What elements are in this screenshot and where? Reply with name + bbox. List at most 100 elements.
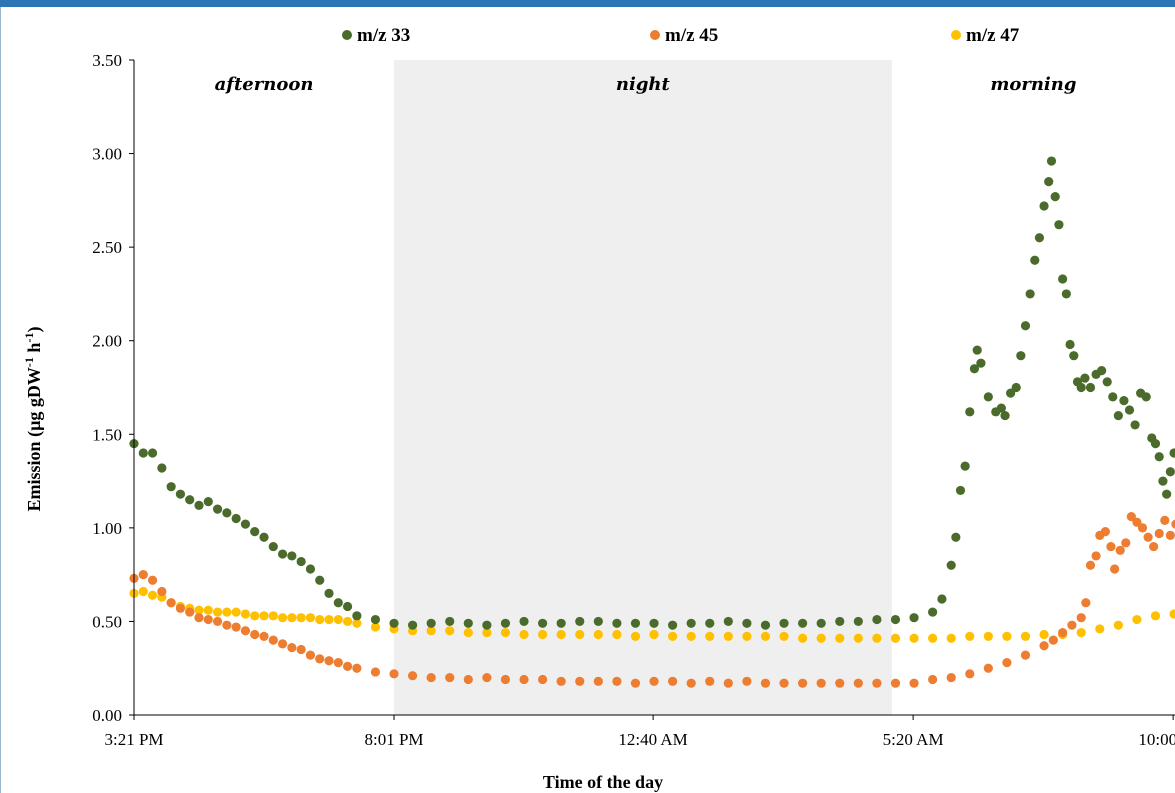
y-tick-label: 2.50 [92, 238, 122, 257]
data-point [407, 620, 418, 630]
data-point [342, 601, 353, 612]
data-point [1121, 538, 1131, 548]
data-point [1162, 489, 1172, 499]
data-point [946, 560, 956, 570]
data-point [742, 618, 752, 628]
y-axis-title-sup2: -1 [22, 333, 36, 343]
data-point [937, 594, 947, 604]
legend-marker-mz33 [342, 30, 352, 40]
data-point [1065, 339, 1075, 350]
series-m-z-33 [129, 156, 1175, 630]
data-point [686, 678, 696, 688]
data-point [519, 629, 529, 640]
data-point [1113, 410, 1123, 421]
data-point [222, 508, 232, 518]
data-point [1097, 366, 1107, 376]
data-point [951, 532, 961, 542]
data-point [630, 618, 641, 628]
data-point [342, 616, 353, 627]
data-point [1002, 658, 1012, 668]
data-point [175, 489, 186, 499]
data-point [537, 629, 548, 640]
x-tick-label: 10:00 AM [1138, 730, 1175, 749]
data-point [798, 618, 808, 628]
data-point [946, 672, 956, 683]
legend-marker-mz45 [650, 30, 660, 40]
data-point [185, 495, 195, 505]
data-point [1020, 650, 1031, 660]
data-point [222, 620, 232, 630]
data-point [1067, 620, 1077, 630]
data-point [250, 527, 260, 537]
data-point [1100, 527, 1110, 537]
period-label-morning: morning [990, 74, 1076, 95]
data-point [324, 656, 334, 666]
data-point [426, 672, 436, 683]
data-point [816, 618, 826, 628]
data-point [268, 541, 278, 552]
data-point [1119, 396, 1129, 406]
data-point [138, 570, 148, 580]
data-point [1165, 530, 1175, 540]
data-point [1108, 392, 1118, 402]
data-point [835, 616, 845, 627]
data-point [240, 626, 251, 636]
data-point [928, 633, 938, 643]
data-point [1115, 545, 1125, 555]
data-point [779, 631, 789, 642]
y-axis-title-sup1: -1 [22, 357, 36, 367]
data-point [1025, 289, 1035, 299]
data-point [983, 392, 993, 402]
data-point [138, 586, 148, 597]
data-point [798, 633, 808, 643]
data-point [969, 364, 980, 374]
data-point [259, 611, 269, 621]
data-point [1050, 192, 1060, 202]
period-label-night: night [616, 74, 671, 95]
data-point [742, 631, 752, 642]
data-point [1158, 476, 1168, 486]
y-axis-title: Emission (µg gDW-1 h-1) [22, 327, 45, 512]
data-point [760, 620, 771, 630]
data-point [1039, 629, 1049, 640]
data-point [1169, 609, 1175, 619]
data-point [500, 674, 511, 685]
data-point [296, 556, 306, 567]
data-point [212, 616, 223, 627]
data-point [575, 629, 585, 640]
data-point [352, 618, 362, 628]
data-point [668, 620, 678, 630]
data-point [482, 620, 492, 630]
data-point [426, 618, 436, 628]
y-tick-label: 0.50 [92, 612, 122, 631]
series-m-z-45 [129, 512, 1175, 688]
data-point [352, 663, 362, 673]
data-point [1132, 517, 1142, 527]
data-point [138, 448, 148, 458]
data-point [407, 671, 418, 681]
data-point [231, 513, 241, 524]
data-point [203, 497, 213, 507]
data-point [324, 588, 334, 598]
data-point [1106, 541, 1116, 552]
data-point [1171, 519, 1175, 529]
data-point [203, 614, 213, 625]
data-point [853, 633, 863, 643]
data-point [649, 618, 659, 628]
y-tick-label: 1.00 [92, 519, 122, 538]
data-point [1154, 528, 1164, 539]
data-point [1000, 410, 1010, 421]
data-point [166, 598, 176, 608]
data-point [287, 551, 297, 561]
x-axis-title: Time of the day [543, 772, 663, 792]
data-point [1150, 439, 1161, 449]
data-point [305, 650, 316, 660]
y-tick-label: 2.00 [92, 332, 122, 351]
data-point [389, 669, 399, 679]
data-point [612, 618, 622, 628]
data-point [482, 672, 492, 683]
data-point [1113, 620, 1123, 630]
data-point [1030, 255, 1040, 265]
data-point [1020, 631, 1031, 642]
data-point [668, 676, 678, 686]
